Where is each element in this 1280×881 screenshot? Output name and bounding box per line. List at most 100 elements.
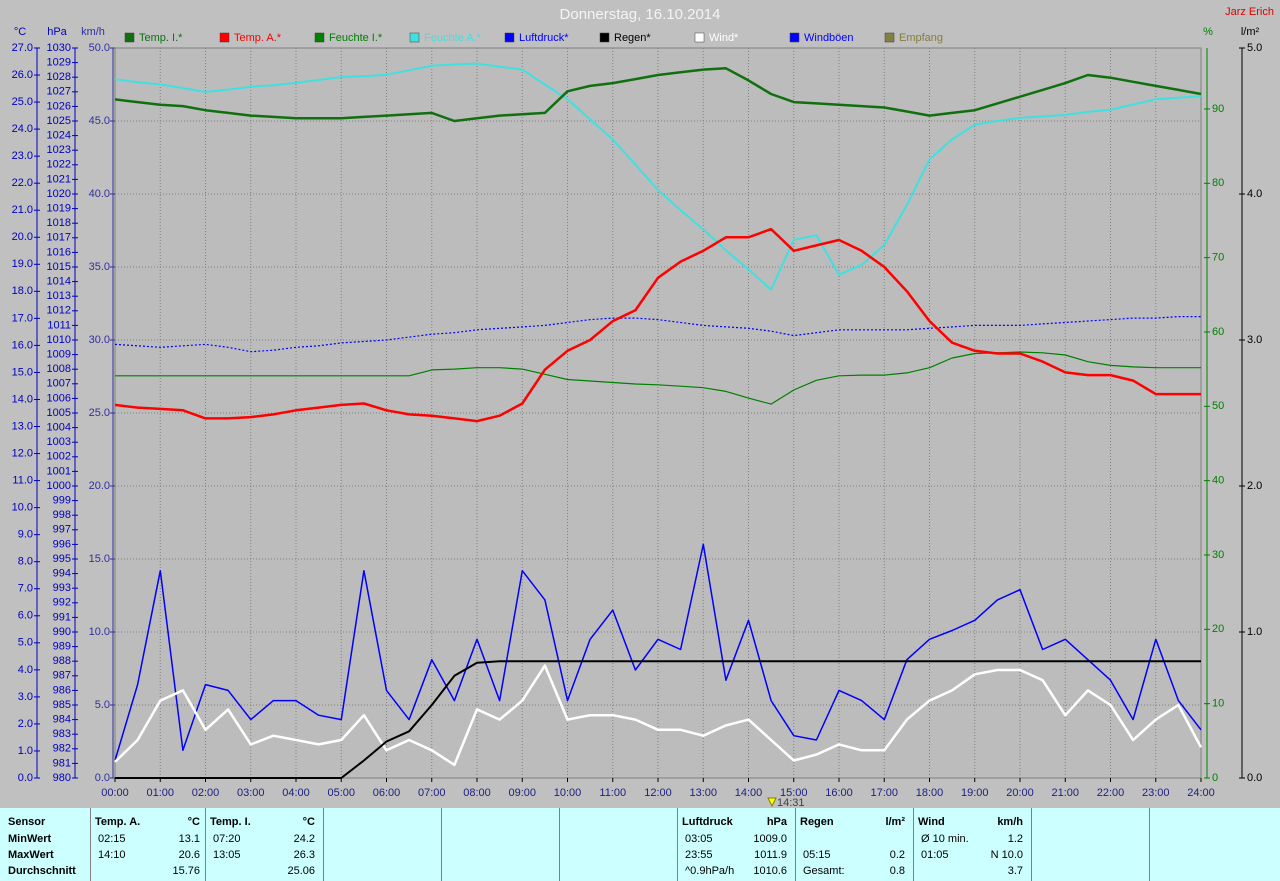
stat-value: 0.2	[889, 849, 905, 861]
column-unit: km/h	[997, 816, 1023, 828]
y-tick-label: 1023	[47, 144, 71, 156]
legend-swatch	[789, 32, 800, 43]
stat-time: ^0.9hPa/h	[685, 865, 735, 877]
y-tick-label: 1006	[47, 392, 71, 404]
stat-value: 3.7	[1007, 865, 1023, 877]
y-tick-label: 1012	[47, 305, 71, 317]
x-tick-label: 09:00	[508, 787, 536, 799]
y-tick-label: 991	[53, 611, 71, 623]
legend-swatch	[124, 32, 135, 43]
y-tick-label: 23.0	[12, 150, 33, 162]
stat-time: 23:55	[685, 849, 713, 861]
y-tick-label: 18.0	[12, 285, 33, 297]
y-tick-label: 1021	[47, 173, 71, 185]
y-tick-label: 1020	[47, 188, 71, 200]
y-tick-label: 19.0	[12, 258, 33, 270]
x-tick-label: 16:00	[825, 787, 853, 799]
legend-label: Luftdruck*	[519, 32, 569, 44]
y-tick-label: 1002	[47, 451, 71, 463]
legend-label: Temp. A.*	[234, 32, 282, 44]
column-divider	[441, 808, 442, 881]
stat-value: 15.76	[172, 865, 200, 877]
y-tick-label: 1030	[47, 42, 71, 54]
y-tick-label: 1.0	[18, 745, 33, 757]
x-tick-label: 01:00	[146, 787, 174, 799]
y-tick-label: 1024	[47, 130, 71, 142]
column-unit: l/m²	[885, 816, 905, 828]
y-tick-label: 1026	[47, 100, 71, 112]
y-tick-label: 986	[53, 684, 71, 696]
axis-title: hPa	[47, 26, 67, 38]
y-tick-label: 992	[53, 597, 71, 609]
y-tick-label: 1018	[47, 217, 71, 229]
y-tick-label: 10	[1212, 698, 1224, 710]
y-tick-label: 1022	[47, 159, 71, 171]
y-tick-label: 1015	[47, 261, 71, 273]
y-tick-label: 35.0	[89, 261, 110, 273]
row-label: MinWert	[8, 833, 52, 845]
y-tick-label: 4.0	[1247, 188, 1262, 200]
stat-time: 01:05	[921, 849, 949, 861]
y-tick-label: 1010	[47, 334, 71, 346]
y-tick-label: 12.0	[12, 447, 33, 459]
y-tick-label: 0.0	[1247, 772, 1262, 784]
y-tick-label: 14.0	[12, 393, 33, 405]
row-label: Sensor	[8, 816, 46, 828]
row-label: MaxWert	[8, 849, 54, 861]
series-line	[114, 664, 1203, 767]
y-tick-label: 50	[1212, 400, 1224, 412]
series-line	[115, 660, 1201, 779]
legend-label: Windböen	[804, 32, 854, 44]
column-divider	[323, 808, 324, 881]
x-tick-label: 10:00	[554, 787, 582, 799]
y-tick-label: 987	[53, 670, 71, 682]
legend-label: Feuchte A.*	[424, 32, 482, 44]
y-tick-label: 3.0	[1247, 334, 1262, 346]
y-tick-label: 24.0	[12, 123, 33, 135]
column-divider	[795, 808, 796, 881]
x-tick-label: 23:00	[1142, 787, 1170, 799]
y-tick-label: 985	[53, 699, 71, 711]
y-tick-label: 1005	[47, 407, 71, 419]
stat-value: 1009.0	[753, 833, 787, 845]
y-tick-label: 1001	[47, 465, 71, 477]
y-tick-label: 70	[1212, 252, 1224, 264]
y-tick-label: 997	[53, 524, 71, 536]
legend-swatch	[314, 32, 325, 43]
axis-title: °C	[14, 26, 26, 38]
y-tick-label: 0	[1212, 772, 1218, 784]
x-tick-label: 04:00	[282, 787, 310, 799]
statistics-table: Sensor MinWert MaxWert Durchschnitt Temp. A.…	[0, 808, 1280, 881]
x-tick-label: 21:00	[1051, 787, 1079, 799]
y-tick-label: 1016	[47, 246, 71, 258]
y-tick-label: 13.0	[12, 420, 33, 432]
y-tick-label: 30.0	[89, 334, 110, 346]
stat-value: 1.2	[1007, 833, 1023, 845]
y-tick-label: 1029	[47, 57, 71, 69]
x-tick-label: 24:00	[1187, 787, 1215, 799]
axis-title: l/m²	[1241, 26, 1260, 38]
y-tick-label: 993	[53, 582, 71, 594]
axis-title: %	[1203, 26, 1213, 38]
y-tick-label: 11.0	[12, 474, 33, 486]
stat-value: 20.6	[178, 849, 200, 861]
stat-time: 02:15	[98, 833, 126, 845]
column-unit: hPa	[766, 816, 787, 828]
column-divider	[559, 808, 560, 881]
stat-value: 0.8	[889, 865, 905, 877]
y-tick-label: 30	[1212, 549, 1224, 561]
legend-label: Wind*	[709, 32, 739, 44]
y-tick-label: 996	[53, 538, 71, 550]
y-tick-label: 5.0	[18, 637, 33, 649]
x-tick-label: 11:00	[599, 787, 626, 799]
y-tick-label: 26.0	[12, 69, 33, 81]
stat-value: N 10.0	[990, 849, 1023, 861]
y-tick-label: 17.0	[12, 312, 33, 324]
y-tick-label: 1004	[47, 422, 71, 434]
y-tick-label: 10.0	[12, 502, 33, 514]
annotation-marker	[767, 797, 777, 808]
y-tick-label: 6.0	[18, 610, 33, 622]
y-tick-label: 22.0	[12, 177, 33, 189]
y-tick-label: 990	[53, 626, 71, 638]
y-tick-label: 2.0	[1247, 480, 1262, 492]
